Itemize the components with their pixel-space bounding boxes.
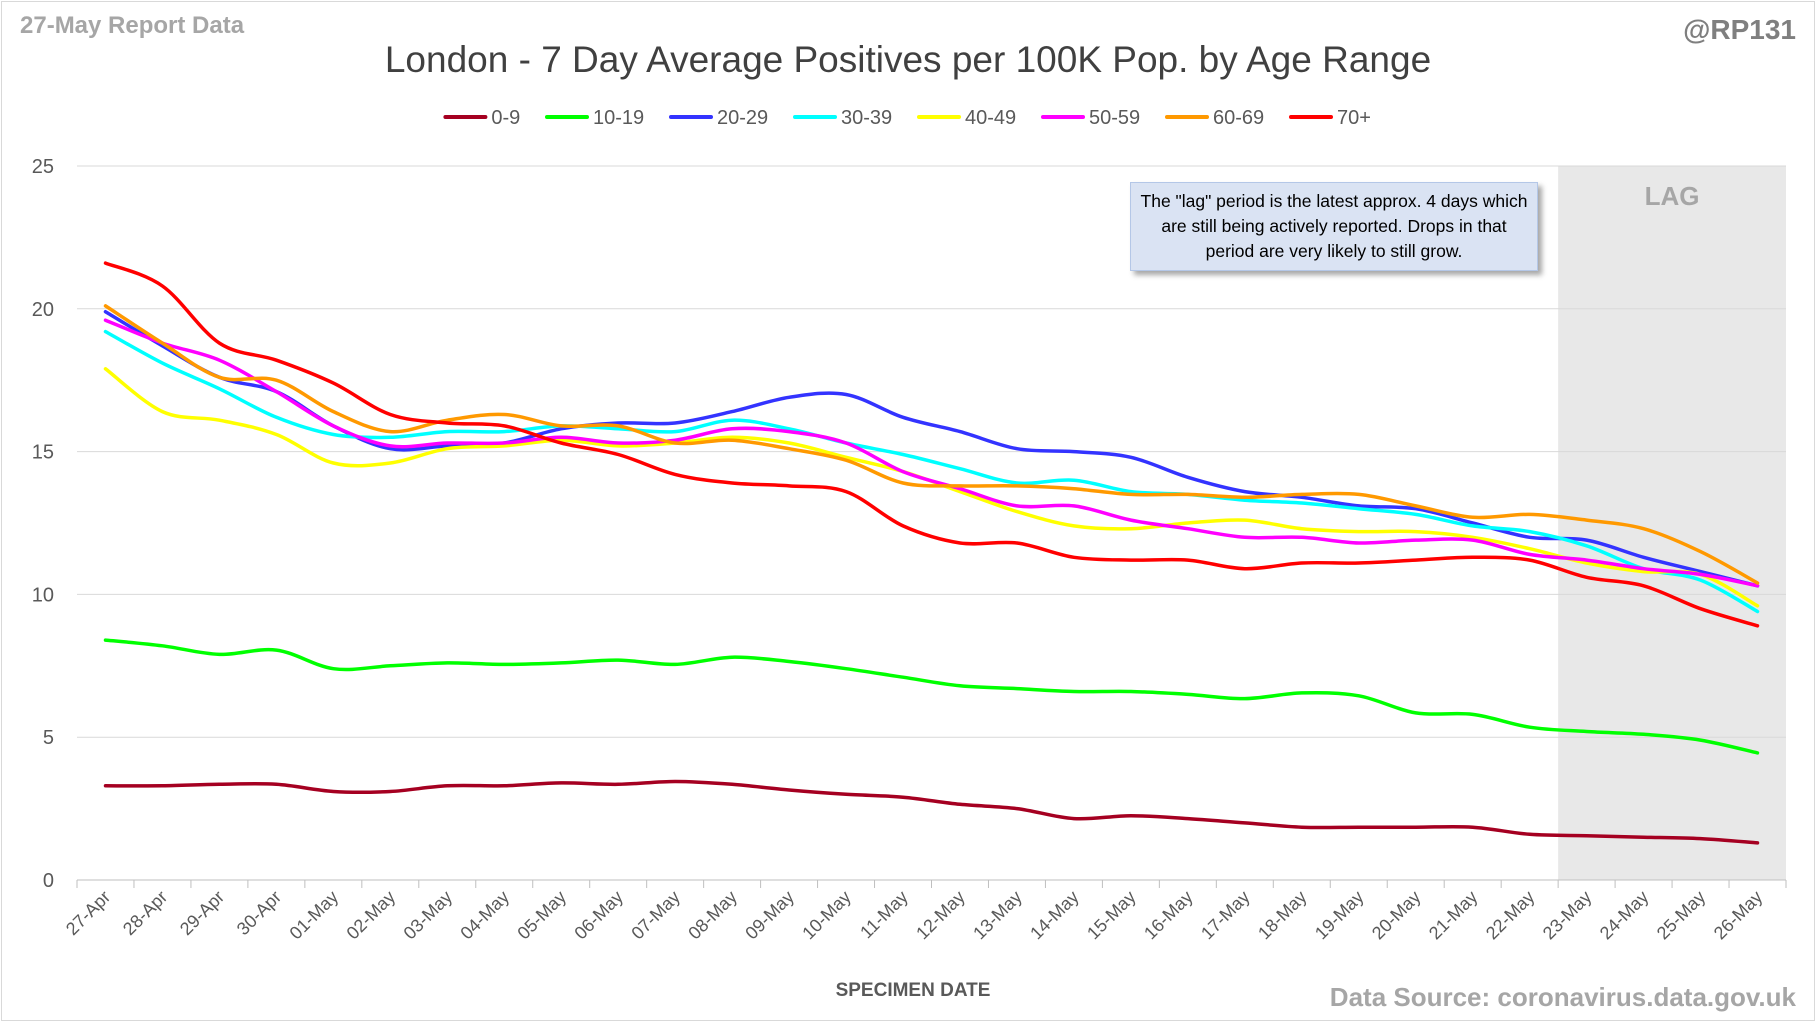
report-date-label: 27-May Report Data — [20, 12, 245, 39]
legend-label: 70+ — [1337, 107, 1371, 129]
series-line-60-69 — [103, 304, 1760, 585]
y-tick-label: 5 — [43, 727, 54, 749]
x-tick-label: 12-May — [912, 887, 969, 944]
x-tick-label: 19-May — [1311, 887, 1368, 944]
x-tick-label: 08-May — [684, 887, 741, 944]
x-tick-label: 02-May — [343, 887, 400, 944]
x-tick-label: 07-May — [627, 887, 684, 944]
y-tick-label: 15 — [32, 442, 54, 464]
data-source: Data Source: coronavirus.data.gov.uk — [1329, 982, 1796, 1012]
x-tick-label: 25-May — [1653, 887, 1710, 944]
x-tick-label: 27-Apr — [62, 887, 114, 939]
y-tick-label: 25 — [32, 156, 54, 178]
x-tick-label: 18-May — [1254, 887, 1311, 944]
x-tick-label: 15-May — [1083, 887, 1140, 944]
x-tick-label: 17-May — [1197, 887, 1254, 944]
legend-label: 0-9 — [491, 107, 520, 129]
x-tick-label: 21-May — [1425, 887, 1482, 944]
x-tick-label: 01-May — [286, 887, 343, 944]
lag-note: The "lag" period is the latest approx. 4… — [1130, 182, 1538, 271]
lag-label: LAG — [1645, 181, 1700, 211]
x-tick-label: 23-May — [1539, 887, 1596, 944]
legend-label: 50-59 — [1089, 107, 1140, 129]
series-line-0-9 — [103, 779, 1760, 845]
series-line-20-29 — [103, 309, 1760, 588]
legend-label: 10-19 — [593, 107, 644, 129]
y-tick-label: 0 — [43, 870, 54, 892]
series-line-50-59 — [103, 318, 1760, 588]
x-tick-label: 05-May — [513, 887, 570, 944]
x-tick-label: 30-Apr — [233, 887, 285, 939]
series-line-70+ — [103, 261, 1760, 628]
x-tick-label: 24-May — [1596, 887, 1653, 944]
series-line-10-19 — [103, 638, 1760, 755]
legend-label: 60-69 — [1213, 107, 1264, 129]
x-tick-label: 13-May — [969, 887, 1026, 944]
x-tick-label: 11-May — [856, 887, 912, 943]
lag-shade — [1558, 166, 1786, 880]
legend-label: 30-39 — [841, 107, 892, 129]
legend-label: 40-49 — [965, 107, 1016, 129]
x-tick-label: 09-May — [741, 887, 798, 944]
x-tick-label: 14-May — [1026, 887, 1083, 944]
y-tick-label: 10 — [32, 584, 54, 606]
x-tick-label: 03-May — [400, 887, 457, 944]
y-tick-label: 20 — [32, 299, 54, 321]
x-tick-label: 29-Apr — [176, 887, 228, 939]
legend-label: 20-29 — [717, 107, 768, 129]
series-lines — [103, 261, 1760, 845]
x-tick-label: 10-May — [798, 887, 855, 944]
chart-title: London - 7 Day Average Positives per 100… — [385, 39, 1431, 80]
lag-period: LAG — [1558, 166, 1786, 880]
x-tick-label: 16-May — [1140, 887, 1197, 944]
x-tick-label: 06-May — [570, 887, 627, 944]
series-line-30-39 — [103, 329, 1760, 614]
y-axis: 0 5 10 15 20 25 — [32, 156, 54, 892]
x-tick-label: 22-May — [1482, 887, 1539, 944]
x-axis-title: SPECIMEN DATE — [836, 980, 991, 1001]
chart-legend: 0-9 10-19 20-29 30-39 40-49 50-59 60-69 70+ — [443, 107, 1371, 129]
x-tick-label: 28-Apr — [119, 887, 171, 939]
gridlines — [77, 165, 1786, 738]
x-tick-label: 20-May — [1368, 887, 1425, 944]
x-tick-label: 04-May — [456, 887, 513, 944]
x-tick-label: 26-May — [1710, 887, 1767, 944]
author-handle: @RP131 — [1683, 14, 1796, 45]
x-axis: 27-Apr 28-Apr 29-Apr 30-Apr 01-May 02-May 03-M… — [62, 879, 1787, 944]
